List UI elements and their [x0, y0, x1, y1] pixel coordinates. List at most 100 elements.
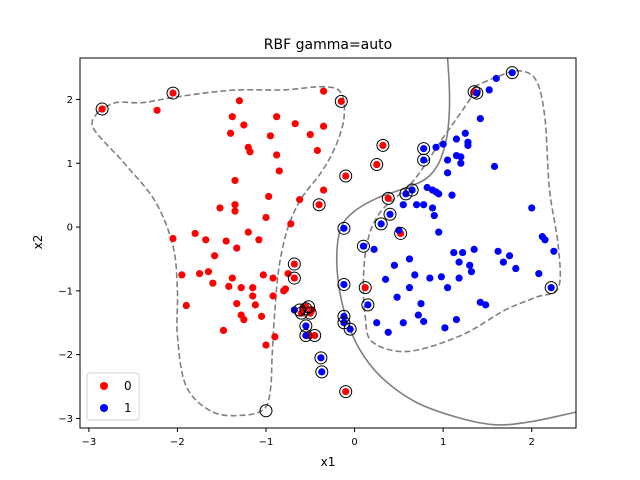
support-vector-ring — [358, 281, 372, 295]
data-point-class-0 — [313, 146, 321, 155]
data-point-class-0 — [231, 176, 239, 185]
data-point-class-0 — [233, 244, 241, 252]
support-vector-ring — [383, 207, 397, 221]
support-vector-ring — [299, 329, 313, 342]
support-vector-ring — [505, 66, 519, 80]
data-point-class-1 — [512, 264, 520, 273]
x-tick-label: 0 — [351, 437, 357, 448]
support-vector-ring — [315, 365, 329, 379]
y-tick-label: −3 — [58, 414, 73, 425]
data-point-class-1 — [457, 153, 465, 161]
data-point-class-0 — [211, 252, 219, 260]
data-point-class-0 — [244, 228, 252, 236]
support-vector-ring — [467, 85, 481, 99]
data-point-class-0 — [315, 201, 323, 209]
data-point-class-1 — [402, 190, 410, 198]
data-point-class-0 — [265, 192, 273, 201]
support-vector-ring — [287, 257, 301, 271]
data-point-class-1 — [470, 245, 478, 253]
data-point-class-1 — [473, 89, 481, 97]
y-tick-label: −2 — [58, 350, 73, 361]
data-point-class-0 — [233, 300, 241, 308]
support-vector-ring — [339, 169, 353, 183]
y-tick-label: 0 — [67, 223, 73, 234]
support-vector-ring — [299, 302, 313, 316]
data-point-class-1 — [302, 322, 310, 330]
data-point-class-1 — [459, 248, 467, 257]
data-point-class-0 — [240, 315, 248, 324]
support-vector-ring — [381, 191, 395, 205]
data-point-class-1 — [408, 186, 416, 194]
data-point-class-0 — [257, 312, 266, 320]
x-tick-label: −1 — [259, 437, 274, 448]
support-vector-ring — [337, 309, 351, 323]
x-tick-label: −3 — [81, 437, 96, 448]
support-vector-ring — [337, 221, 351, 235]
data-point-class-1 — [381, 275, 390, 283]
data-point-class-1 — [464, 141, 472, 149]
support-vector-ring — [374, 217, 388, 231]
data-point-class-1 — [492, 74, 500, 83]
data-point-class-1 — [547, 284, 555, 292]
y-tick-label: 1 — [67, 159, 73, 170]
data-point-class-0 — [182, 301, 190, 310]
data-point-class-1 — [390, 261, 399, 269]
support-vector-ring — [312, 198, 326, 212]
data-point-class-0 — [153, 106, 161, 114]
support-vector-ring — [259, 404, 273, 418]
data-point-class-0 — [302, 303, 310, 311]
data-point-class-0 — [235, 97, 244, 105]
data-point-class-0 — [262, 213, 270, 222]
data-point-class-1 — [450, 248, 458, 257]
data-point-class-0 — [342, 172, 350, 180]
support-vector-ring — [302, 300, 316, 314]
data-point-class-1 — [384, 328, 392, 336]
data-point-class-0 — [291, 120, 299, 128]
data-point-class-1 — [455, 274, 463, 282]
data-point-class-1 — [541, 236, 549, 244]
data-point-class-0 — [319, 186, 328, 194]
legend-box — [86, 372, 140, 421]
data-point-class-0 — [319, 87, 328, 95]
data-point-class-0 — [296, 196, 304, 204]
data-point-class-0 — [306, 130, 314, 139]
data-point-class-1 — [393, 293, 401, 301]
data-point-class-1 — [302, 331, 310, 340]
data-point-class-0 — [169, 234, 177, 243]
data-point-class-1 — [435, 228, 443, 236]
data-point-class-0 — [361, 284, 369, 292]
plot-area — [91, 58, 576, 426]
data-point-class-0 — [337, 97, 345, 105]
support-vector-ring — [417, 153, 431, 167]
data-point-class-1 — [467, 268, 476, 276]
data-point-class-1 — [443, 169, 452, 177]
data-point-class-1 — [411, 271, 419, 279]
support-vector-ring — [314, 351, 328, 365]
data-point-class-0 — [178, 271, 186, 279]
data-point-class-1 — [439, 140, 447, 148]
data-point-class-1 — [508, 69, 516, 77]
data-point-class-0 — [216, 204, 224, 212]
data-point-class-1 — [420, 201, 428, 209]
support-vector-ring — [417, 142, 431, 156]
legend-marker-0 — [100, 382, 108, 390]
data-point-class-0 — [246, 148, 254, 156]
data-point-class-0 — [384, 194, 392, 202]
data-point-class-0 — [373, 160, 381, 169]
data-point-class-0 — [222, 237, 230, 245]
data-point-class-1 — [448, 191, 456, 199]
data-point-class-0 — [240, 121, 248, 129]
data-point-class-0 — [311, 331, 319, 340]
y-tick-label: −1 — [58, 286, 73, 297]
axis-ticks: −3 −2 −1 0 1 2 −3 −2 −1 0 1 2 — [58, 95, 535, 448]
data-point-class-1 — [420, 144, 428, 153]
data-point-class-1 — [426, 274, 434, 282]
support-vector-ring — [361, 298, 375, 312]
data-point-class-0 — [228, 113, 236, 121]
data-point-class-0 — [273, 151, 281, 159]
data-point-class-1 — [505, 252, 514, 260]
data-point-class-0 — [275, 167, 283, 175]
data-point-class-1 — [430, 211, 438, 220]
data-point-class-1 — [318, 368, 326, 376]
data-point-class-1 — [359, 242, 368, 250]
